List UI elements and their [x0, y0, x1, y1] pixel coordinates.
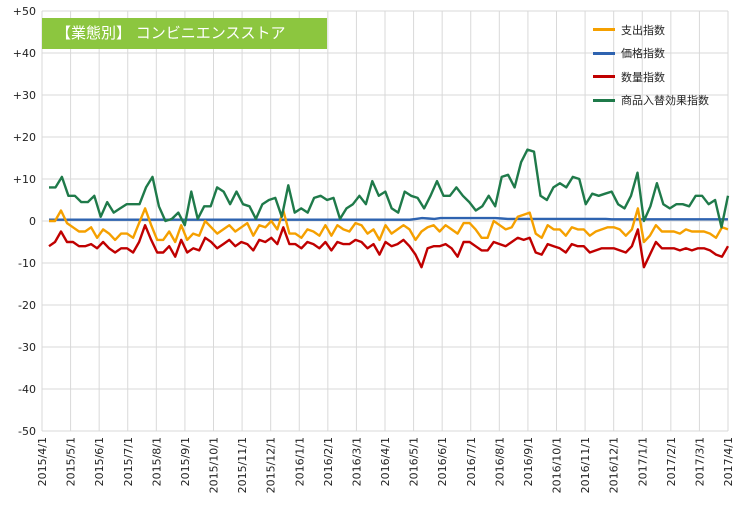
legend-swatch-price: [593, 51, 615, 55]
series-line-2: [48, 223, 730, 269]
x-tick-label: 2016/8/1: [493, 437, 506, 486]
y-tick-label: +50: [13, 5, 36, 18]
x-tick-label: 2016/6/1: [436, 437, 449, 486]
y-tick-label: +40: [13, 47, 36, 60]
series-line-0: [49, 207, 729, 244]
legend-label-mix-effect: 商品入替効果指数: [621, 94, 709, 108]
x-tick-label: 2016/1/1: [293, 437, 306, 486]
x-tick-label: 2017/1/1: [636, 437, 649, 486]
series-line-1: [49, 216, 728, 221]
legend-item-quantity: 数量指数: [593, 65, 709, 89]
legend-label-quantity: 数量指数: [621, 70, 665, 84]
x-tick-label: 2016/2/1: [322, 437, 335, 486]
legend-item-price: 価格指数: [593, 42, 709, 66]
y-tick-label: -20: [18, 299, 36, 312]
y-tick-label: +10: [13, 173, 36, 186]
x-tick-label: 2015/12/1: [265, 437, 278, 493]
x-tick-label: 2016/11/1: [579, 437, 592, 493]
x-tick-label: 2015/9/1: [179, 437, 192, 486]
x-tick-label: 2015/8/1: [150, 437, 163, 486]
y-axis-tick-labels: +50 +40 +30 +20 +10 0 -10 -20 -30 -40 -50: [13, 5, 36, 438]
x-tick-label: 2016/5/1: [408, 437, 421, 486]
legend-swatch-mix-effect: [593, 98, 615, 102]
x-tick-label: 2015/11/1: [236, 437, 249, 493]
legend: 支出指数 価格指数 数量指数 商品入替効果指数: [593, 18, 709, 112]
x-tick-label: 2016/9/1: [522, 437, 535, 486]
x-tick-label: 2015/10/1: [208, 437, 221, 493]
series-line-3: [49, 148, 730, 229]
x-tick-label: 2016/7/1: [465, 437, 478, 486]
series-lines: [48, 148, 730, 269]
grid-lines: [41, 10, 729, 432]
legend-item-mix-effect: 商品入替効果指数: [593, 89, 709, 113]
y-tick-label: -40: [18, 383, 36, 396]
x-axis-tick-labels: 2015/4/1 2015/5/1 2015/6/1 2015/7/1 2015/8/1…: [36, 437, 735, 493]
y-tick-label: -50: [18, 425, 36, 438]
x-tick-label: 2017/4/1: [722, 437, 735, 486]
y-tick-label: -10: [18, 257, 36, 270]
x-tick-label: 2017/3/1: [693, 437, 706, 486]
legend-swatch-quantity: [593, 75, 615, 79]
y-tick-label: +30: [13, 89, 36, 102]
x-tick-label: 2015/6/1: [93, 437, 106, 486]
x-tick-label: 2017/2/1: [665, 437, 678, 486]
x-tick-label: 2016/10/1: [551, 437, 564, 493]
legend-item-spending: 支出指数: [593, 18, 709, 42]
x-tick-label: 2016/12/1: [608, 437, 621, 493]
legend-label-spending: 支出指数: [621, 23, 665, 37]
y-tick-label: 0: [29, 215, 36, 228]
x-tick-label: 2015/5/1: [65, 437, 78, 486]
y-tick-label: +20: [13, 131, 36, 144]
chart-title-badge: 【業態別】 コンビニエンスストア: [42, 18, 327, 49]
x-tick-label: 2015/7/1: [122, 437, 135, 486]
x-tick-label: 2016/4/1: [379, 437, 392, 486]
legend-label-price: 価格指数: [621, 47, 665, 61]
x-tick-label: 2015/4/1: [36, 437, 49, 486]
x-tick-label: 2016/3/1: [350, 437, 363, 486]
y-tick-label: -30: [18, 341, 36, 354]
legend-swatch-spending: [593, 28, 615, 32]
